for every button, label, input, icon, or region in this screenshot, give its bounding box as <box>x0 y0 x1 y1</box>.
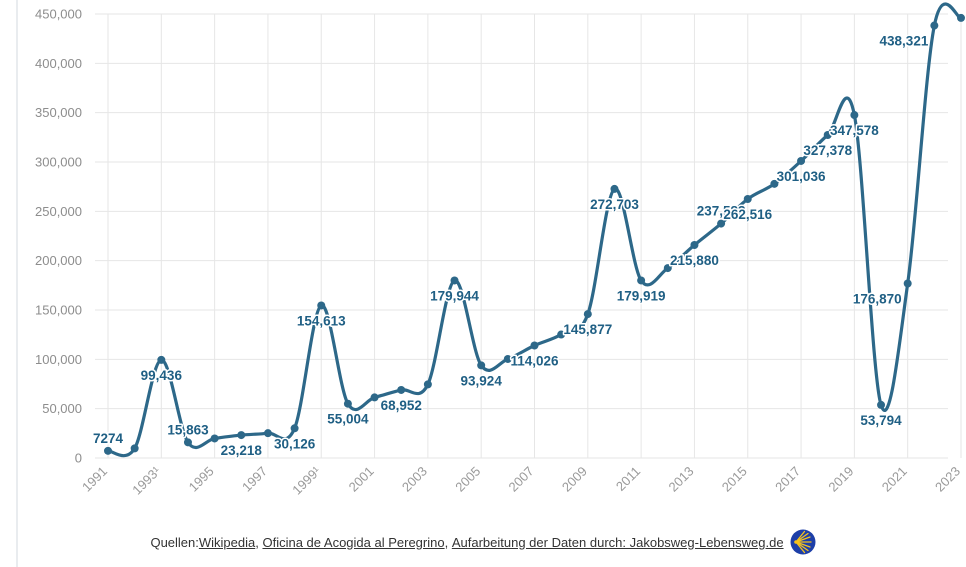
data-point[interactable] <box>583 310 592 319</box>
y-tick-label: 250,000 <box>35 204 82 219</box>
y-tick-label: 450,000 <box>35 7 82 22</box>
x-tick-label: 2001 <box>346 464 377 495</box>
data-point[interactable] <box>210 434 219 443</box>
data-label: 154,613 <box>297 313 346 328</box>
data-point[interactable] <box>690 240 699 249</box>
data-point[interactable] <box>397 385 406 394</box>
oficina-link[interactable]: Oficina de Acogida al Peregrino <box>262 534 445 550</box>
data-label: 55,004 <box>327 412 369 427</box>
x-tick-label: 2011 <box>613 464 643 494</box>
x-tick-label: 2019 <box>825 464 856 495</box>
data-point[interactable] <box>130 444 139 453</box>
x-tick-label: 2017 <box>772 464 803 495</box>
y-tick-label: 100,000 <box>35 352 82 367</box>
data-point[interactable] <box>610 184 619 193</box>
y-tick-label: 150,000 <box>35 303 82 318</box>
y-tick-label: 300,000 <box>35 155 82 170</box>
data-point[interactable] <box>343 399 352 408</box>
jakobsweg-link[interactable]: Aufarbeitung der Daten durch: Jakobsweg-… <box>451 534 784 550</box>
data-label: 93,924 <box>461 373 503 388</box>
data-point[interactable] <box>183 438 192 447</box>
x-tick-label: 1993¹ <box>129 463 164 498</box>
data-point[interactable] <box>290 424 299 433</box>
data-label: 262,516 <box>723 207 772 222</box>
y-tick-label: 350,000 <box>35 105 82 120</box>
data-label: 272,703 <box>590 197 639 212</box>
data-point[interactable] <box>717 219 726 228</box>
data-label: 7274 <box>93 431 124 446</box>
data-point[interactable] <box>157 355 166 364</box>
data-point[interactable] <box>823 130 832 139</box>
data-label: 237,583 <box>697 204 746 219</box>
y-tick-label: 400,000 <box>35 56 82 71</box>
data-label: 114,026 <box>510 353 559 368</box>
left-border <box>16 0 18 567</box>
y-tick-label: 0 <box>75 451 82 466</box>
data-label: 327,378 <box>803 143 852 158</box>
data-point[interactable] <box>104 446 112 455</box>
x-tick-label: 1997 <box>239 464 270 495</box>
data-label: 30,126 <box>274 436 316 451</box>
data-label: 301,036 <box>777 169 826 184</box>
data-point[interactable] <box>530 341 539 350</box>
data-label: 215,880 <box>670 253 719 268</box>
x-tick-label: 2023 <box>932 464 963 495</box>
y-tick-label: 50,000 <box>42 401 82 416</box>
data-point[interactable] <box>477 361 486 370</box>
data-point[interactable] <box>557 330 566 339</box>
data-point[interactable] <box>957 13 965 22</box>
sources-separator: , <box>444 534 452 550</box>
data-point[interactable] <box>903 279 912 288</box>
wikipedia-link[interactable]: Wikipedia <box>198 534 256 550</box>
x-tick-label: 2009 <box>559 464 590 495</box>
data-label: 179,919 <box>617 288 666 303</box>
data-label: 347,578 <box>830 123 879 138</box>
data-point[interactable] <box>877 400 886 409</box>
data-point[interactable] <box>237 431 246 440</box>
scallop-shell-icon <box>790 529 816 555</box>
data-label: 99,436 <box>141 368 183 383</box>
data-point[interactable] <box>637 276 646 285</box>
data-point[interactable] <box>423 380 432 389</box>
sources-footer: Quellen: Wikipedia , Oficina de Acogida … <box>0 528 966 556</box>
data-label: 145,877 <box>563 322 612 337</box>
data-label: 53,794 <box>860 413 902 428</box>
x-tick-label: 2013 <box>666 464 697 495</box>
data-point[interactable] <box>930 21 939 30</box>
data-point[interactable] <box>743 194 752 203</box>
x-tick-label: 1995 <box>186 464 217 495</box>
data-point[interactable] <box>263 429 272 438</box>
data-label: 68,952 <box>381 398 422 413</box>
data-label: 15,863 <box>167 422 209 437</box>
x-tick-label: 2007 <box>506 464 537 495</box>
data-label: 23,218 <box>221 443 263 458</box>
x-tick-label: 1999¹ <box>289 463 324 498</box>
x-tick-label: 2005 <box>452 464 483 495</box>
y-tick-label: 200,000 <box>35 253 82 268</box>
line-chart: 0 50,000 100,000 150,000 200,000 250,000 300,0… <box>35 2 965 498</box>
sources-separator: , <box>255 534 263 550</box>
data-point[interactable] <box>503 354 512 363</box>
data-label: 438,321 <box>880 34 929 49</box>
data-point[interactable] <box>317 301 326 310</box>
data-point[interactable] <box>370 393 379 402</box>
chart-area: 0 50,000 100,000 150,000 200,000 250,000 300,0… <box>35 2 965 498</box>
x-tick-label: 2015 <box>719 464 750 495</box>
data-label: 179,944 <box>430 288 479 303</box>
x-tick-label: 2003 <box>399 464 430 495</box>
data-point[interactable] <box>450 276 459 285</box>
data-point[interactable] <box>850 111 859 120</box>
x-tick-label: 1991 <box>79 464 110 495</box>
data-point[interactable] <box>770 179 779 188</box>
data-label: 176,870 <box>853 291 902 306</box>
data-point[interactable] <box>797 156 806 165</box>
sources-prefix: Quellen: <box>150 534 199 550</box>
data-point[interactable] <box>663 264 672 273</box>
x-tick-label: 2021 <box>879 464 910 495</box>
